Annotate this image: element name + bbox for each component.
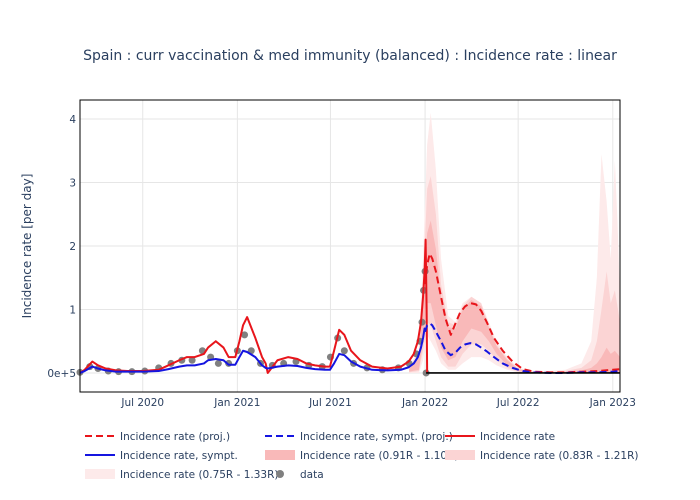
x-tick-label: Jul 2021	[308, 397, 352, 409]
legend-item-data[interactable]: data	[276, 469, 324, 481]
legend-item-incidence-rate-0-91r-1-10r-swatch	[265, 450, 295, 460]
legend-item-incidence-rate-proj[interactable]: Incidence rate (proj.)	[85, 431, 230, 443]
legend-item-incidence-rate-sympt-proj[interactable]: Incidence rate, sympt. (proj.)	[265, 431, 453, 443]
legend-item-incidence-rate-0-83r-1-21r-label: Incidence rate (0.83R - 1.21R)	[480, 450, 638, 462]
legend-item-incidence-rate-0-91r-1-10r[interactable]: Incidence rate (0.91R - 1.10R)	[265, 450, 458, 462]
y-axis: 0e+5 1 2 3 4	[47, 114, 76, 380]
legend-item-incidence-rate-0-91r-1-10r-label: Incidence rate (0.91R - 1.10R)	[300, 450, 458, 462]
line-incidence-rate-sympt	[79, 327, 427, 374]
band-incidence-rate-0-91r-1-10r	[409, 220, 620, 373]
y-tick-label: 0e+5	[47, 368, 76, 380]
x-tick-label: Jul 2020	[120, 397, 164, 409]
legend-item-incidence-rate-0-83r-1-21r[interactable]: Incidence rate (0.83R - 1.21R)	[445, 450, 638, 462]
legend-item-incidence-rate-label: Incidence rate	[480, 431, 555, 443]
legend-item-data-swatch	[276, 470, 284, 478]
y-axis-title: Incidence rate [per day]	[20, 174, 34, 319]
x-tick-label: Jan 2022	[401, 397, 448, 409]
data-point	[340, 347, 348, 355]
legend-item-incidence-rate-0-75r-1-33r[interactable]: Incidence rate (0.75R - 1.33R)	[85, 469, 278, 481]
legend-item-incidence-rate-sympt-proj-label: Incidence rate, sympt. (proj.)	[300, 431, 453, 443]
data-point	[214, 359, 222, 367]
x-tick-label: Jan 2021	[213, 397, 260, 409]
legend-item-incidence-rate-0-75r-1-33r-swatch	[85, 469, 115, 479]
legend-item-data-label: data	[300, 469, 324, 481]
legend-item-incidence-rate-sympt-label: Incidence rate, sympt.	[120, 450, 238, 462]
y-tick-label: 2	[69, 241, 76, 253]
legend: Incidence rate (proj.) Incidence rate, sy…	[85, 431, 638, 481]
x-axis: Jul 2020 Jan 2021 Jul 2021 Jan 2022 Jul 2022…	[120, 397, 636, 409]
legend-item-incidence-rate-0-75r-1-33r-label: Incidence rate (0.75R - 1.33R)	[120, 469, 278, 481]
data-point	[241, 331, 249, 339]
plot-frame	[79, 99, 621, 393]
line-incidence-rate-sympt-proj	[424, 322, 621, 374]
legend-item-incidence-rate-proj-label: Incidence rate (proj.)	[120, 431, 230, 443]
y-tick-label: 3	[69, 178, 76, 190]
x-tick-label: Jul 2022	[496, 397, 540, 409]
chart-title: Spain : curr vaccination & med immunity …	[83, 48, 617, 64]
band-incidence-rate-0-75r-1-33r	[409, 112, 620, 373]
legend-item-incidence-rate-0-83r-1-21r-swatch	[445, 450, 475, 460]
x-tick-label: Jan 2023	[589, 397, 636, 409]
legend-item-incidence-rate-sympt[interactable]: Incidence rate, sympt.	[85, 450, 238, 462]
data-point	[188, 356, 196, 364]
legend-item-incidence-rate[interactable]: Incidence rate	[445, 431, 555, 443]
plot-area	[76, 112, 621, 377]
y-tick-label: 4	[69, 114, 76, 126]
y-tick-label: 1	[69, 304, 76, 316]
